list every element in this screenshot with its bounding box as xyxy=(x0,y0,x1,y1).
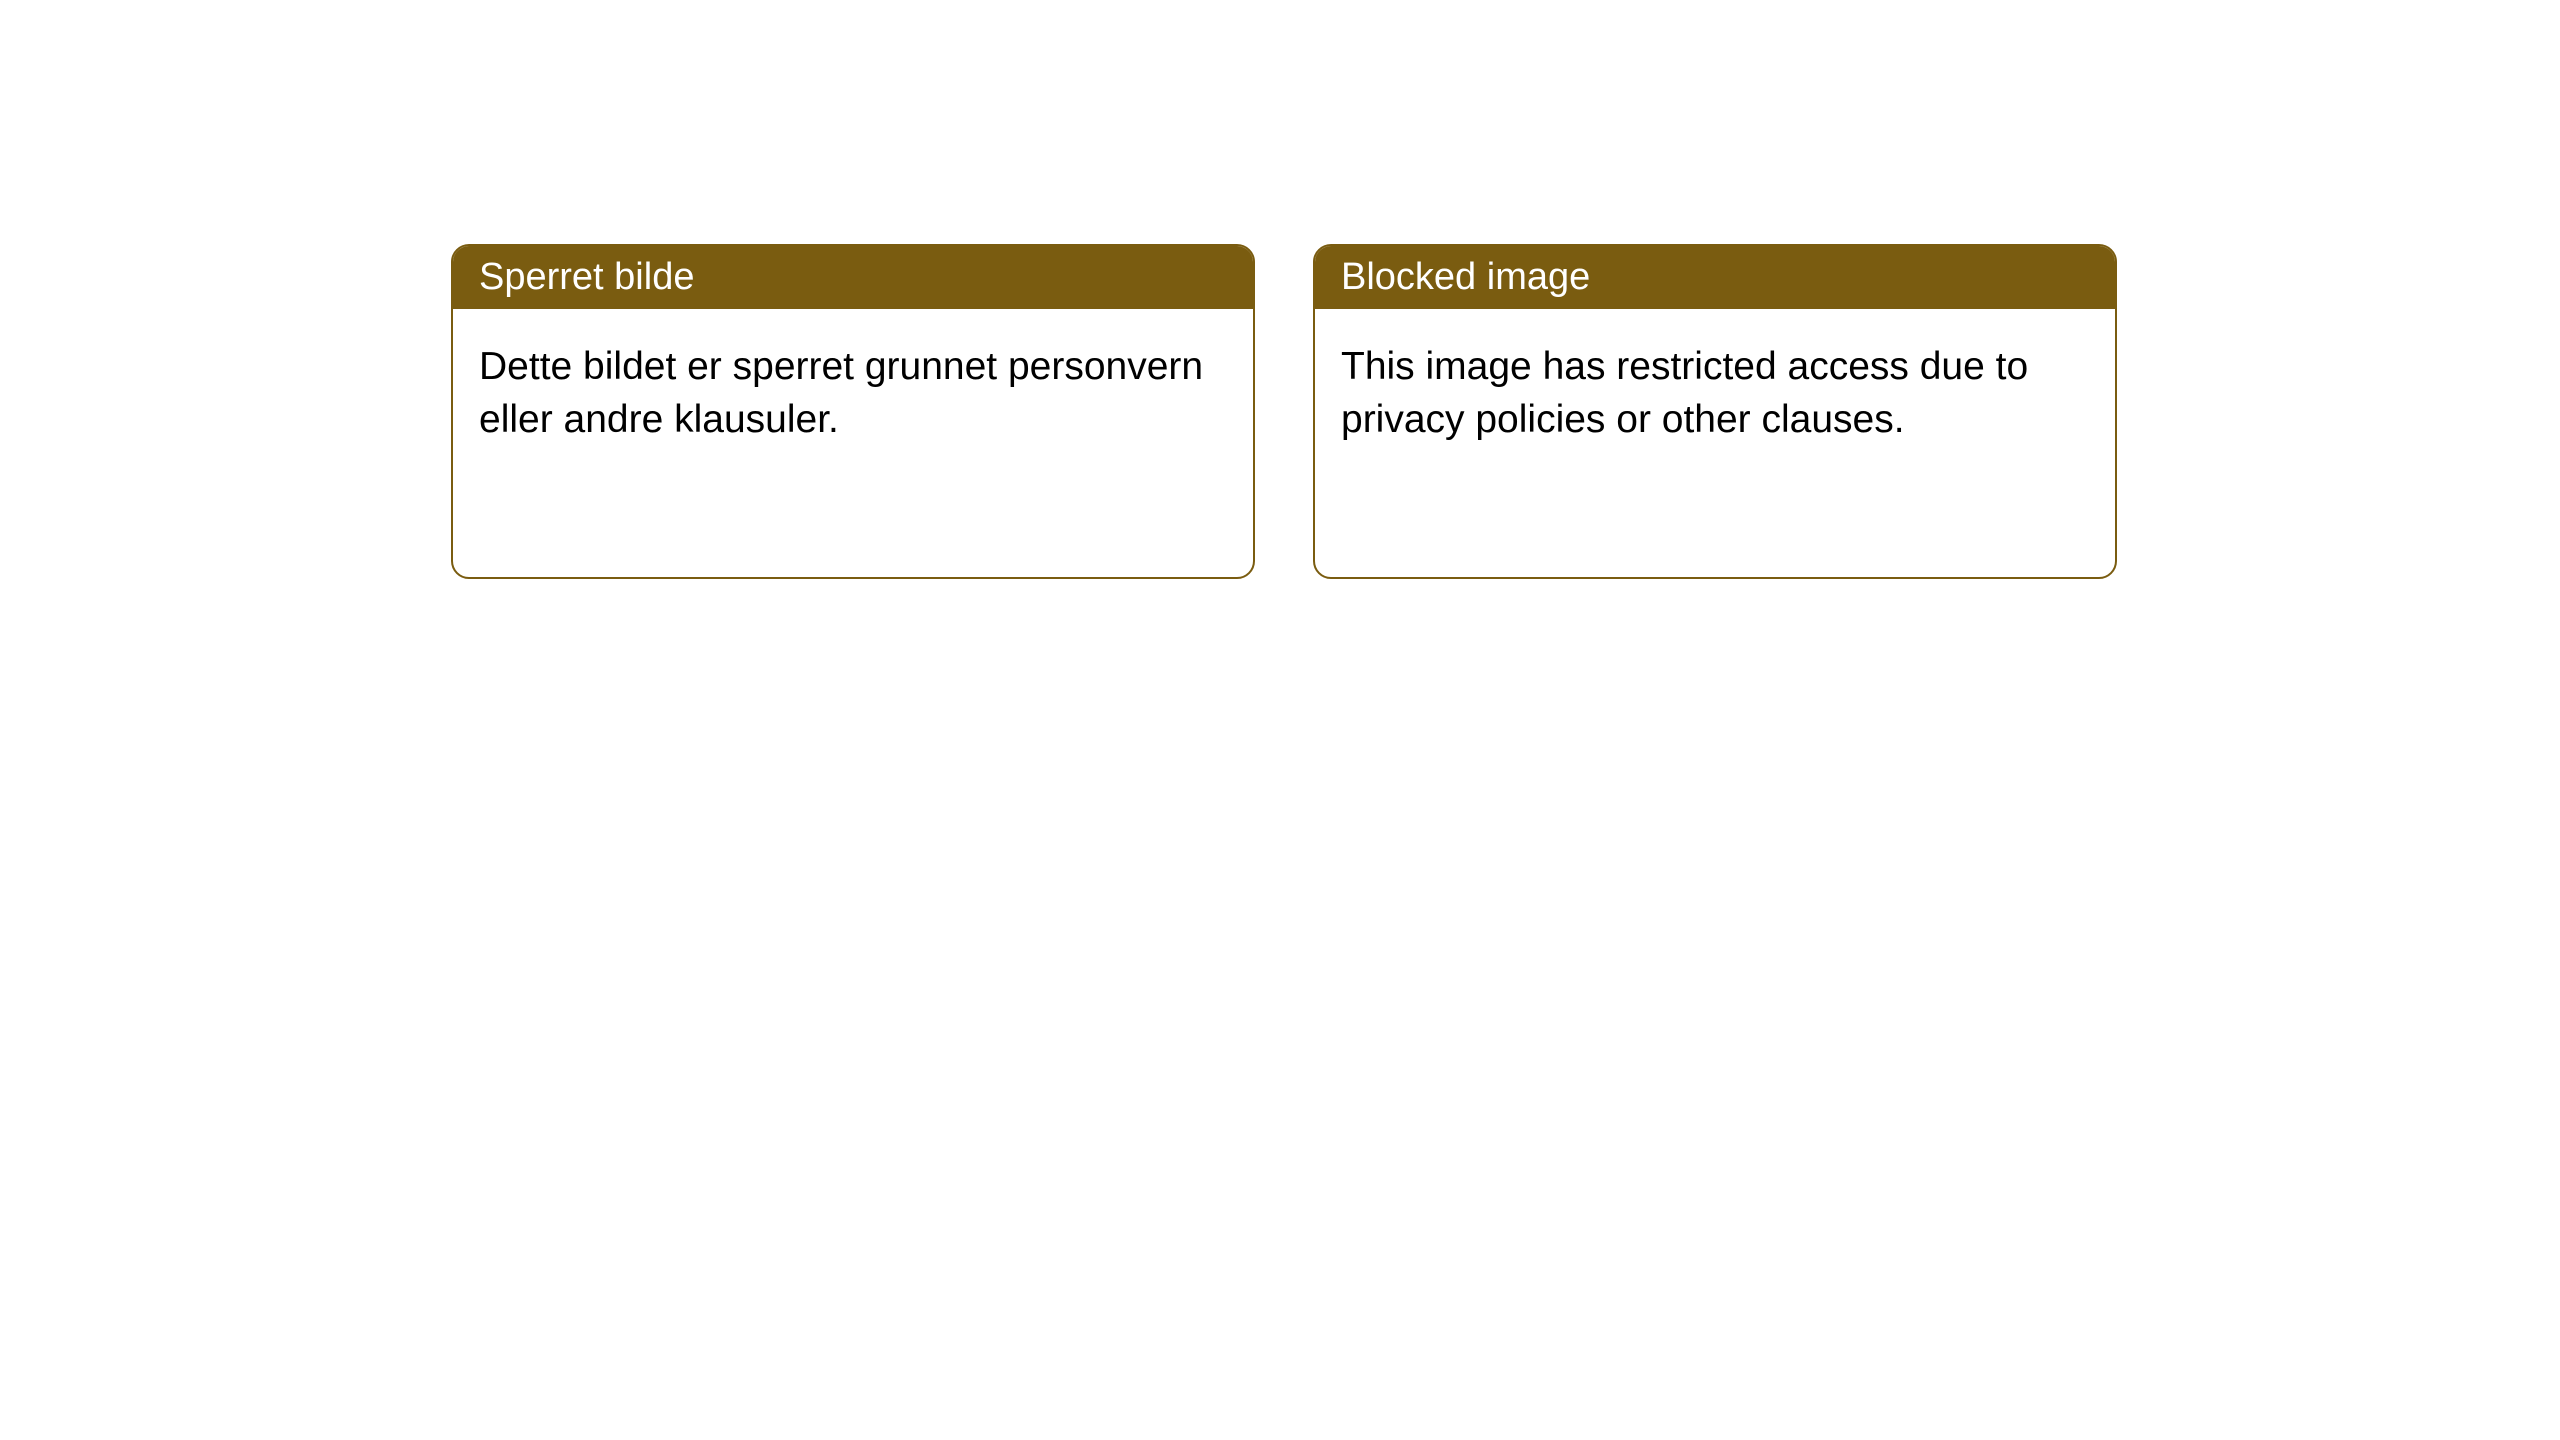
notice-header: Blocked image xyxy=(1315,246,2115,309)
notice-body-text: This image has restricted access due to … xyxy=(1341,345,2028,441)
notice-card-english: Blocked image This image has restricted … xyxy=(1313,244,2117,579)
notice-body-text: Dette bildet er sperret grunnet personve… xyxy=(479,345,1203,441)
notice-card-norwegian: Sperret bilde Dette bildet er sperret gr… xyxy=(451,244,1255,579)
notice-header: Sperret bilde xyxy=(453,246,1253,309)
notice-body: Dette bildet er sperret grunnet personve… xyxy=(453,309,1253,478)
notice-body: This image has restricted access due to … xyxy=(1315,309,2115,478)
notice-container: Sperret bilde Dette bildet er sperret gr… xyxy=(0,0,2560,579)
notice-title: Blocked image xyxy=(1341,256,1590,298)
notice-title: Sperret bilde xyxy=(479,256,694,298)
